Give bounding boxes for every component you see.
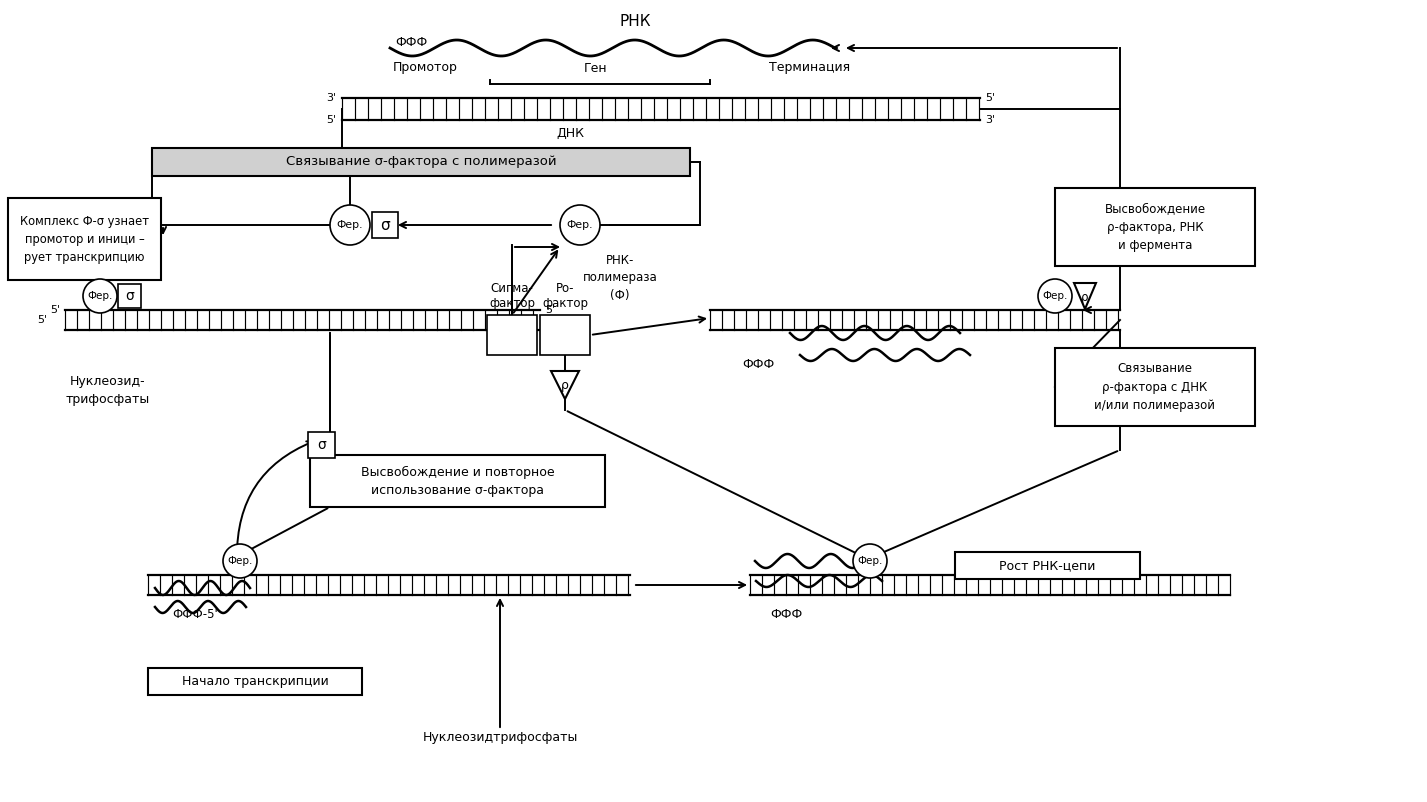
FancyBboxPatch shape xyxy=(955,552,1140,579)
Text: 3': 3' xyxy=(325,93,335,103)
Text: σ: σ xyxy=(317,438,325,452)
Circle shape xyxy=(853,544,888,578)
Text: Нуклеозид-
трифосфаты: Нуклеозид- трифосфаты xyxy=(66,375,150,406)
Text: ρ: ρ xyxy=(561,379,569,392)
Text: Нуклеозидтрифосфаты: Нуклеозидтрифосфаты xyxy=(422,731,578,744)
FancyBboxPatch shape xyxy=(310,455,605,507)
Circle shape xyxy=(83,279,117,313)
Text: σ: σ xyxy=(507,326,517,344)
Text: РНК: РНК xyxy=(619,14,651,30)
Text: 3': 3' xyxy=(545,325,555,335)
Text: ФФФ: ФФФ xyxy=(742,358,773,371)
Text: Высвобождение
ρ-фактора, РНК
и фермента: Высвобождение ρ-фактора, РНК и фермента xyxy=(1104,202,1206,252)
FancyBboxPatch shape xyxy=(9,198,161,280)
Circle shape xyxy=(330,205,370,245)
Text: ФФФ-5': ФФФ-5' xyxy=(173,609,218,622)
Circle shape xyxy=(1037,279,1072,313)
Text: ФФФ: ФФФ xyxy=(395,35,427,48)
FancyBboxPatch shape xyxy=(148,668,362,695)
FancyBboxPatch shape xyxy=(118,284,141,308)
Text: 5': 5' xyxy=(985,93,995,103)
Text: Начало транскрипции: Начало транскрипции xyxy=(181,675,328,688)
Text: Высвобождение и повторное
использование σ-фактора: Высвобождение и повторное использование … xyxy=(361,465,554,496)
Text: РНК-
полимераза
(Ф): РНК- полимераза (Ф) xyxy=(582,254,658,302)
FancyBboxPatch shape xyxy=(487,315,537,355)
Text: Фер.: Фер. xyxy=(227,556,253,566)
Text: Фер.: Фер. xyxy=(337,220,364,230)
Text: σ: σ xyxy=(380,217,390,233)
Text: 5': 5' xyxy=(325,115,335,125)
Text: Рост РНК-цепи: Рост РНК-цепи xyxy=(999,559,1096,572)
Text: Терминация: Терминация xyxy=(769,62,850,75)
Text: Комплекс Ф-σ узнает
промотор и иници –
рует транскрипцию: Комплекс Ф-σ узнает промотор и иници – р… xyxy=(20,214,148,264)
Text: ρ: ρ xyxy=(559,326,571,344)
Text: Промотор: Промотор xyxy=(392,62,458,75)
Text: Ро-
фактор: Ро- фактор xyxy=(542,282,588,310)
FancyBboxPatch shape xyxy=(1055,188,1254,266)
FancyBboxPatch shape xyxy=(1055,348,1254,426)
Text: Фер.: Фер. xyxy=(858,556,883,566)
Text: ФФФ: ФФФ xyxy=(771,609,802,622)
Text: Связывание σ-фактора с полимеразой: Связывание σ-фактора с полимеразой xyxy=(285,156,557,168)
Text: Фер.: Фер. xyxy=(87,291,113,301)
Text: σ: σ xyxy=(126,289,134,303)
FancyBboxPatch shape xyxy=(372,212,398,238)
Text: 5': 5' xyxy=(545,305,555,315)
Text: Сигма-
фактор: Сигма- фактор xyxy=(489,282,535,310)
Text: ρ: ρ xyxy=(1082,290,1089,303)
FancyBboxPatch shape xyxy=(539,315,589,355)
Text: 5': 5' xyxy=(50,305,60,315)
Text: Фер.: Фер. xyxy=(567,220,594,230)
FancyBboxPatch shape xyxy=(308,432,335,458)
Text: Фер.: Фер. xyxy=(1042,291,1067,301)
Text: ДНК: ДНК xyxy=(557,127,584,140)
Text: 5': 5' xyxy=(37,315,47,325)
Circle shape xyxy=(559,205,599,245)
Text: Связывание
ρ-фактора с ДНК
и/или полимеразой: Связывание ρ-фактора с ДНК и/или полимер… xyxy=(1095,363,1216,411)
Text: Ген: Ген xyxy=(584,62,608,75)
Circle shape xyxy=(223,544,257,578)
FancyBboxPatch shape xyxy=(153,148,691,176)
Text: 3': 3' xyxy=(985,115,995,125)
